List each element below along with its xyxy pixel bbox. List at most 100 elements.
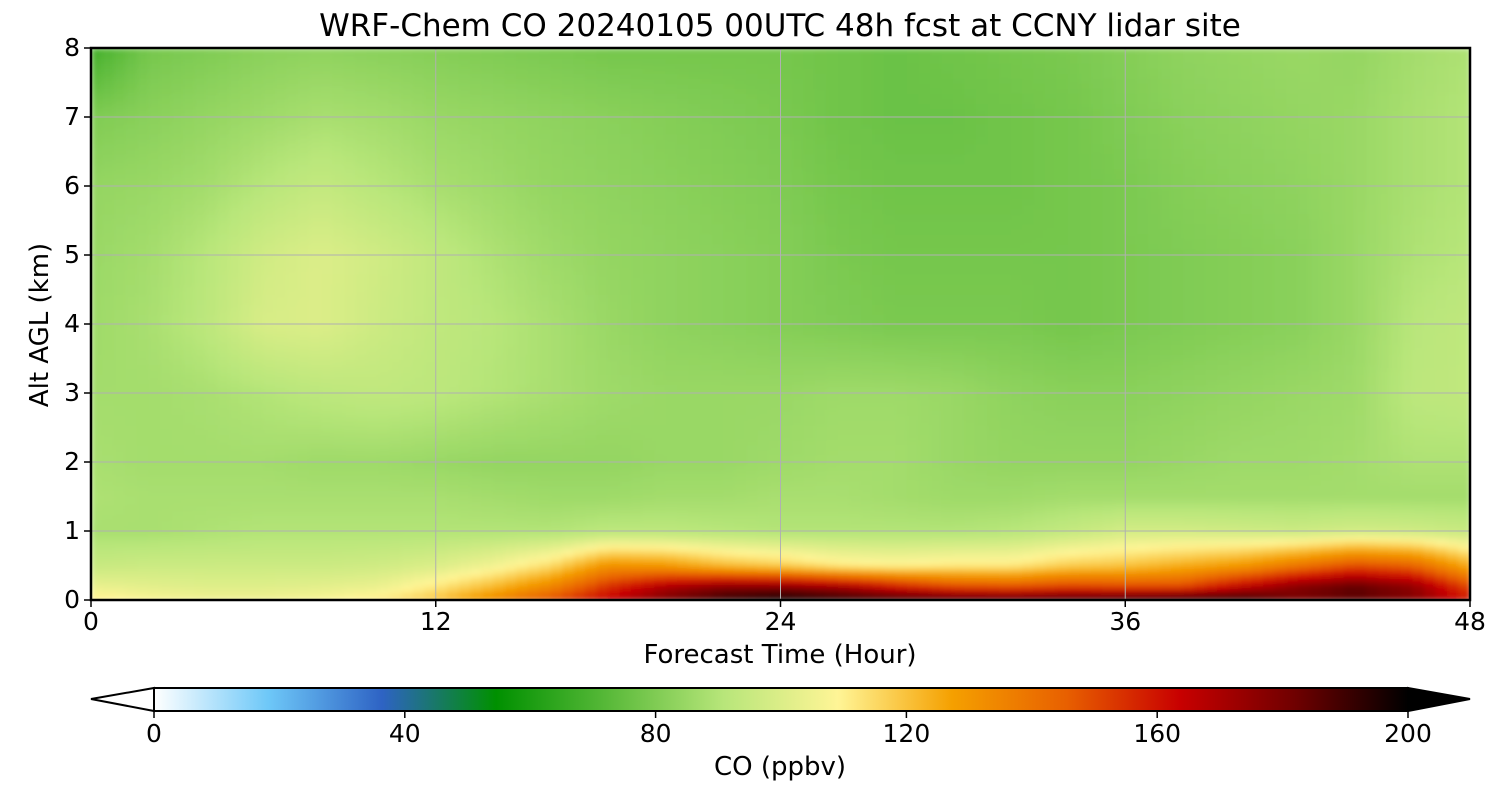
heat-cell: [711, 464, 724, 471]
heat-cell: [1274, 539, 1287, 546]
heat-cell: [343, 589, 357, 596]
heat-cell: [860, 429, 874, 436]
heat-cell: [826, 479, 839, 486]
heat-cell: [1182, 494, 1195, 501]
heat-cell: [194, 394, 207, 401]
heat-cell: [837, 579, 851, 586]
heat-cell: [1458, 434, 1470, 441]
heat-cell: [113, 494, 127, 501]
heat-cell: [332, 584, 345, 591]
heat-cell: [91, 484, 104, 491]
heat-cell: [493, 404, 506, 411]
heat-cell: [1113, 434, 1127, 441]
heat-cell: [1366, 479, 1379, 486]
heat-cell: [389, 409, 403, 416]
heat-cell: [780, 509, 793, 516]
heat-cell: [1332, 464, 1345, 471]
heat-cell: [366, 589, 380, 596]
heat-cell: [665, 574, 678, 581]
heat-cell: [1044, 549, 1058, 556]
heat-cell: [677, 539, 690, 546]
heat-cell: [1458, 484, 1470, 491]
heat-cell: [286, 469, 299, 476]
heat-cell: [1355, 479, 1368, 486]
heat-cell: [1079, 564, 1092, 571]
heat-cell: [1159, 559, 1173, 566]
heat-cell: [1435, 394, 1448, 401]
heat-cell: [447, 499, 460, 506]
heat-cell: [1159, 439, 1173, 446]
heat-cell: [458, 489, 472, 496]
heat-cell: [814, 394, 828, 401]
heat-cell: [274, 389, 288, 396]
heat-cell: [263, 534, 276, 541]
heat-cell: [1309, 464, 1322, 471]
heat-cell: [378, 424, 391, 431]
heat-cell: [780, 574, 793, 581]
heat-cell: [1297, 479, 1310, 486]
heat-cell: [1378, 449, 1391, 456]
heat-cell: [769, 389, 782, 396]
heat-cell: [102, 489, 115, 496]
heat-cell: [1090, 549, 1104, 556]
heat-cell: [171, 494, 184, 501]
heat-cell: [148, 394, 161, 401]
heat-cell: [952, 424, 966, 431]
heat-cell: [1228, 519, 1241, 526]
heat-cell: [987, 434, 1000, 441]
heat-cell: [711, 559, 724, 566]
heat-cell: [1332, 414, 1345, 421]
heat-cell: [883, 509, 897, 516]
heat-cell: [677, 529, 690, 536]
heat-cell: [872, 464, 885, 471]
heat-cell: [1378, 524, 1391, 531]
heat-cell: [217, 534, 230, 541]
heat-cell: [608, 549, 621, 556]
heat-cell: [688, 569, 701, 576]
heat-cell: [1366, 539, 1379, 546]
heat-cell: [527, 574, 540, 581]
heat-cell: [1067, 404, 1081, 411]
heat-cell: [987, 494, 1000, 501]
heat-cell: [700, 559, 713, 566]
heat-cell: [481, 589, 495, 596]
heat-cell: [1320, 419, 1333, 426]
heat-cell: [481, 474, 495, 481]
heat-cell: [562, 594, 575, 600]
heat-cell: [355, 559, 368, 566]
heat-cell: [424, 534, 437, 541]
heat-cell: [1205, 529, 1218, 536]
heat-cell: [906, 524, 920, 531]
heat-cell: [1366, 544, 1379, 551]
heat-cell: [700, 549, 713, 556]
heat-cell: [320, 539, 334, 546]
heat-cell: [412, 574, 426, 581]
heat-cell: [401, 424, 414, 431]
heat-cell: [1228, 504, 1241, 511]
heat-cell: [102, 574, 115, 581]
heat-cell: [1286, 564, 1299, 571]
heat-cell: [504, 454, 517, 461]
heat-cell: [780, 454, 793, 461]
heat-cell: [217, 444, 230, 451]
heat-cell: [1320, 539, 1333, 546]
heat-cell: [1355, 399, 1368, 406]
heat-cell: [447, 394, 460, 401]
heat-cell: [631, 534, 644, 541]
heat-cell: [814, 439, 828, 446]
heat-cell: [389, 399, 403, 406]
heat-cell: [539, 414, 552, 421]
heat-cell: [251, 534, 265, 541]
heat-cell: [1228, 569, 1241, 576]
heat-cell: [631, 569, 644, 576]
heat-cell: [251, 409, 265, 416]
heat-cell: [608, 414, 621, 421]
heat-cell: [366, 419, 380, 426]
heat-cell: [1113, 504, 1127, 511]
heat-cell: [194, 504, 207, 511]
heat-cell: [1355, 404, 1368, 411]
heat-cell: [263, 424, 276, 431]
heat-cell: [251, 509, 265, 516]
heat-cell: [585, 539, 598, 546]
heat-cell: [1378, 554, 1391, 561]
